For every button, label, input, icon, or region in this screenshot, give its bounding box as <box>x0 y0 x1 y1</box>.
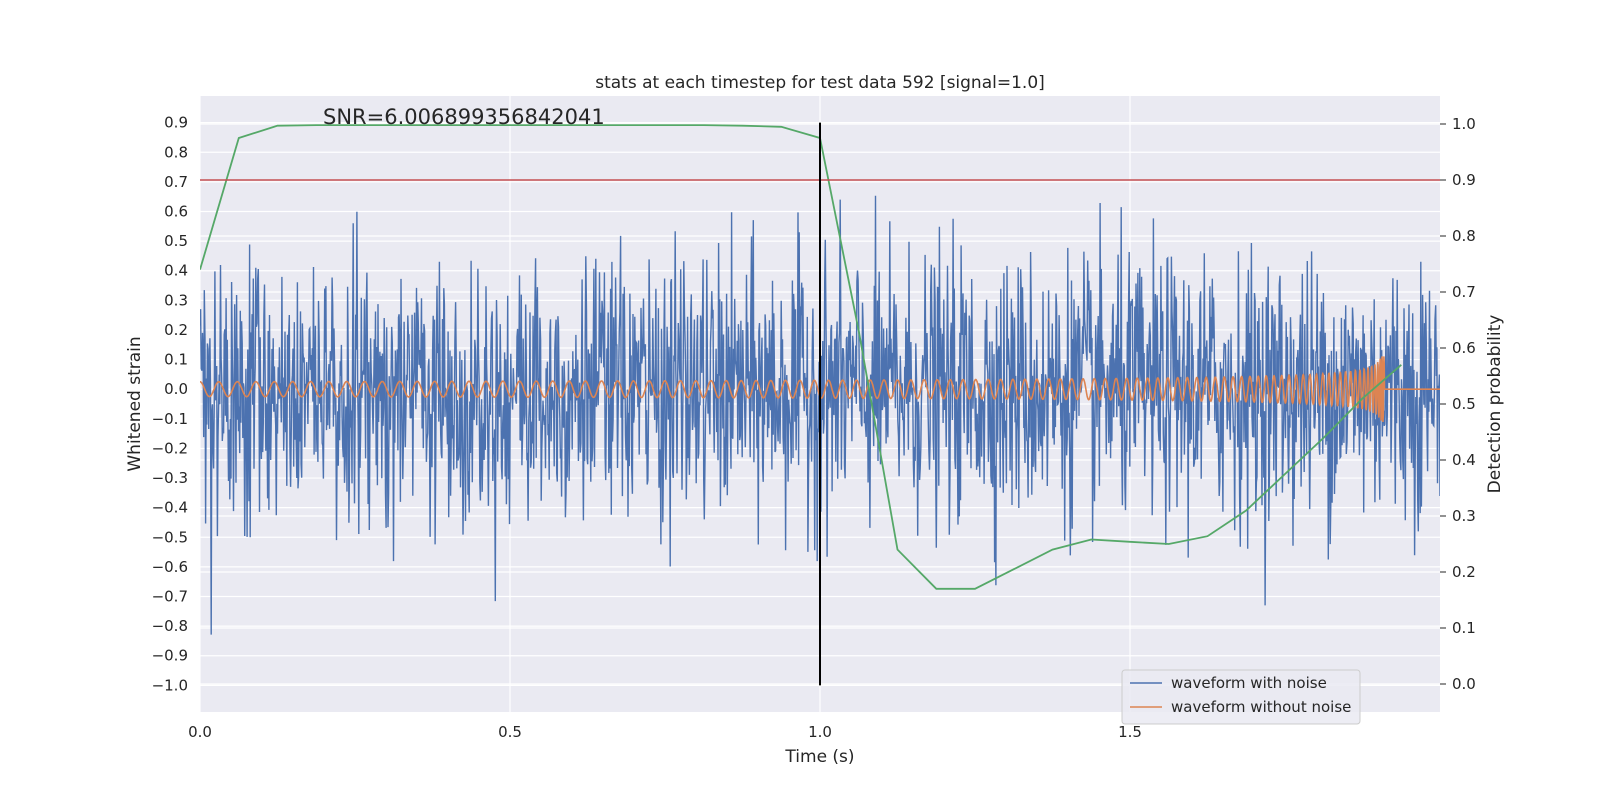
x-tick-label: 1.5 <box>1118 723 1142 741</box>
y2-tick-label: 0.3 <box>1452 507 1476 525</box>
y-tick-label: 0.3 <box>164 291 188 309</box>
y-tick-label: 0.8 <box>164 143 188 161</box>
series-detection-probability <box>200 124 1402 590</box>
x-axis-title: Time (s) <box>784 747 854 767</box>
x-tick-label: 0.0 <box>188 723 212 741</box>
tick-labels: 0.9 0.8 0.7 0.6 0.5 0.4 0.3 0.2 0.1 0.0 −0.1 −0.2 −0… <box>152 114 1476 741</box>
y-tick-label: 0.1 <box>164 351 188 369</box>
y2-tick-label: 0.2 <box>1452 563 1476 581</box>
y-tick-label: −0.2 <box>152 439 188 457</box>
y2-tick-label: 0.7 <box>1452 283 1476 301</box>
y2-tick-label: 1.0 <box>1452 115 1476 133</box>
y-tick-label: 0.2 <box>164 321 188 339</box>
legend-label-clean: waveform without noise <box>1171 698 1351 716</box>
reference-lines <box>200 122 1440 686</box>
legend: waveform with noise waveform without noi… <box>1121 669 1361 725</box>
y2-tick-label: 0.9 <box>1452 171 1476 189</box>
y2-tick-label: 0.6 <box>1452 339 1476 357</box>
y-tick-label: −0.1 <box>152 410 188 428</box>
y-tick-label: −0.6 <box>152 558 188 576</box>
legend-label-noise: waveform with noise <box>1171 674 1327 692</box>
y-tick-label: 0.5 <box>164 232 188 250</box>
y2-axis-title: Detection probability <box>1485 315 1505 494</box>
y-tick-label: −1.0 <box>152 676 188 694</box>
y-tick-label: −0.4 <box>152 499 188 517</box>
legend-box <box>1121 669 1361 725</box>
chart-title: stats at each timestep for test data 592… <box>595 73 1045 93</box>
y2-tick-label: 0.5 <box>1452 395 1476 413</box>
snr-annotation: SNR=6.006899356842041 <box>323 105 605 129</box>
y-tick-label: 0.0 <box>164 380 188 398</box>
y-axis-title: Whitened strain <box>125 336 145 471</box>
x-tick-label: 0.5 <box>498 723 522 741</box>
x-tick-label: 1.0 <box>808 723 832 741</box>
y-tick-label: −0.3 <box>152 469 188 487</box>
y-tick-label: 0.9 <box>164 114 188 132</box>
y-tick-label: 0.7 <box>164 173 188 191</box>
y-tick-label: −0.7 <box>152 588 188 606</box>
y-tick-label: −0.5 <box>152 528 188 546</box>
y-tick-label: 0.4 <box>164 262 188 280</box>
y-tick-label: −0.8 <box>152 617 188 635</box>
y-tick-label: −0.9 <box>152 647 188 665</box>
y2-tick-label: 0.1 <box>1452 619 1476 637</box>
y2-tick-label: 0.4 <box>1452 451 1476 469</box>
y2-tick-label: 0.0 <box>1452 675 1476 693</box>
y2-tick-label: 0.8 <box>1452 227 1476 245</box>
y-tick-label: 0.6 <box>164 203 188 221</box>
